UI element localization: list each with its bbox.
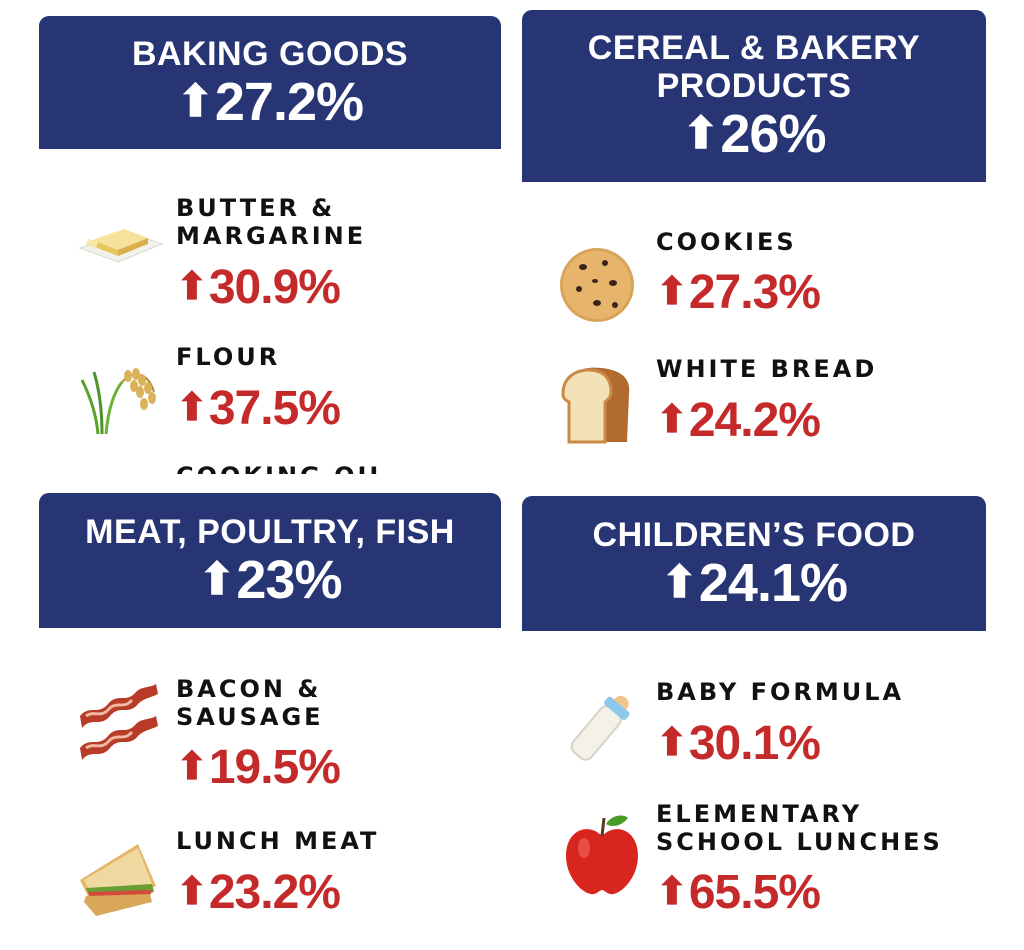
item-label-baby-formula: BABY FORMULA <box>656 678 905 706</box>
rice-plant-icon <box>80 368 156 435</box>
category-title: BAKING GOODS <box>131 34 409 73</box>
up-arrow-icon: ⬆ <box>176 746 208 788</box>
category-banner-cereal-bakery: CEREAL & BAKERY PRODUCTS ⬆26% <box>522 10 986 182</box>
item-label-flour: FLOUR <box>176 343 281 371</box>
cookie-icon <box>560 248 634 322</box>
bacon-icon <box>80 684 158 760</box>
category-change: ⬆27.2% <box>177 71 364 132</box>
item-change: ⬆24.2% <box>656 394 821 447</box>
item-change: ⬆19.5% <box>176 741 341 794</box>
up-arrow-icon: ⬆ <box>176 387 208 429</box>
item-label-white-bread: WHITE BREAD <box>656 355 878 383</box>
item-change: ⬆27.3% <box>656 266 821 319</box>
up-arrow-icon: ⬆ <box>176 266 208 308</box>
item-change: ⬆30.1% <box>656 717 821 770</box>
up-arrow-icon: ⬆ <box>656 871 688 913</box>
up-arrow-icon: ⬆ <box>656 271 688 313</box>
item-change: ⬆30.9% <box>176 261 341 314</box>
category-change: ⬆23% <box>198 549 343 610</box>
apple-icon <box>566 815 638 895</box>
item-label-butter-margarine: BUTTER & MARGARINE <box>176 194 367 250</box>
category-title: CEREAL & BAKERY PRODUCTS <box>587 29 921 105</box>
up-arrow-icon: ⬆ <box>656 722 688 764</box>
bread-icon <box>561 367 630 444</box>
category-banner-meat-poultry-fish: MEAT, POULTRY, FISH ⬆23% <box>39 493 501 628</box>
category-banner-baking-goods: BAKING GOODS ⬆27.2% <box>39 16 501 149</box>
item-label-bacon-sausage: BACON & SAUSAGE <box>176 675 324 731</box>
up-arrow-icon: ⬆ <box>661 557 698 607</box>
category-change: ⬆26% <box>682 104 827 164</box>
item-label-elementary-school-lunches: ELEMENTARY SCHOOL LUNCHES <box>656 800 943 856</box>
item-label-lunch-meat: LUNCH MEAT <box>176 827 380 855</box>
category-change: ⬆24.1% <box>661 552 848 613</box>
baby-bottle-icon <box>570 695 630 761</box>
item-change: ⬆65.5% <box>656 866 821 919</box>
up-arrow-icon: ⬆ <box>656 399 688 441</box>
item-label-cookies: COOKIES <box>656 228 797 256</box>
category-title: MEAT, POULTRY, FISH <box>85 512 455 551</box>
item-label-cooking-oil: COOKING OIL <box>176 462 388 474</box>
cut-off-label: COOKING OIL <box>176 462 416 474</box>
up-arrow-icon: ⬆ <box>198 554 236 604</box>
up-arrow-icon: ⬆ <box>176 871 208 913</box>
up-arrow-icon: ⬆ <box>682 109 720 158</box>
item-change: ⬆37.5% <box>176 382 341 435</box>
up-arrow-icon: ⬆ <box>177 76 214 126</box>
category-banner-childrens-food: CHILDREN’S FOOD ⬆24.1% <box>522 496 986 631</box>
item-change: ⬆23.2% <box>176 866 341 919</box>
butter-icon <box>78 229 164 263</box>
category-title: CHILDREN’S FOOD <box>592 515 916 554</box>
sandwich-icon <box>80 844 156 916</box>
